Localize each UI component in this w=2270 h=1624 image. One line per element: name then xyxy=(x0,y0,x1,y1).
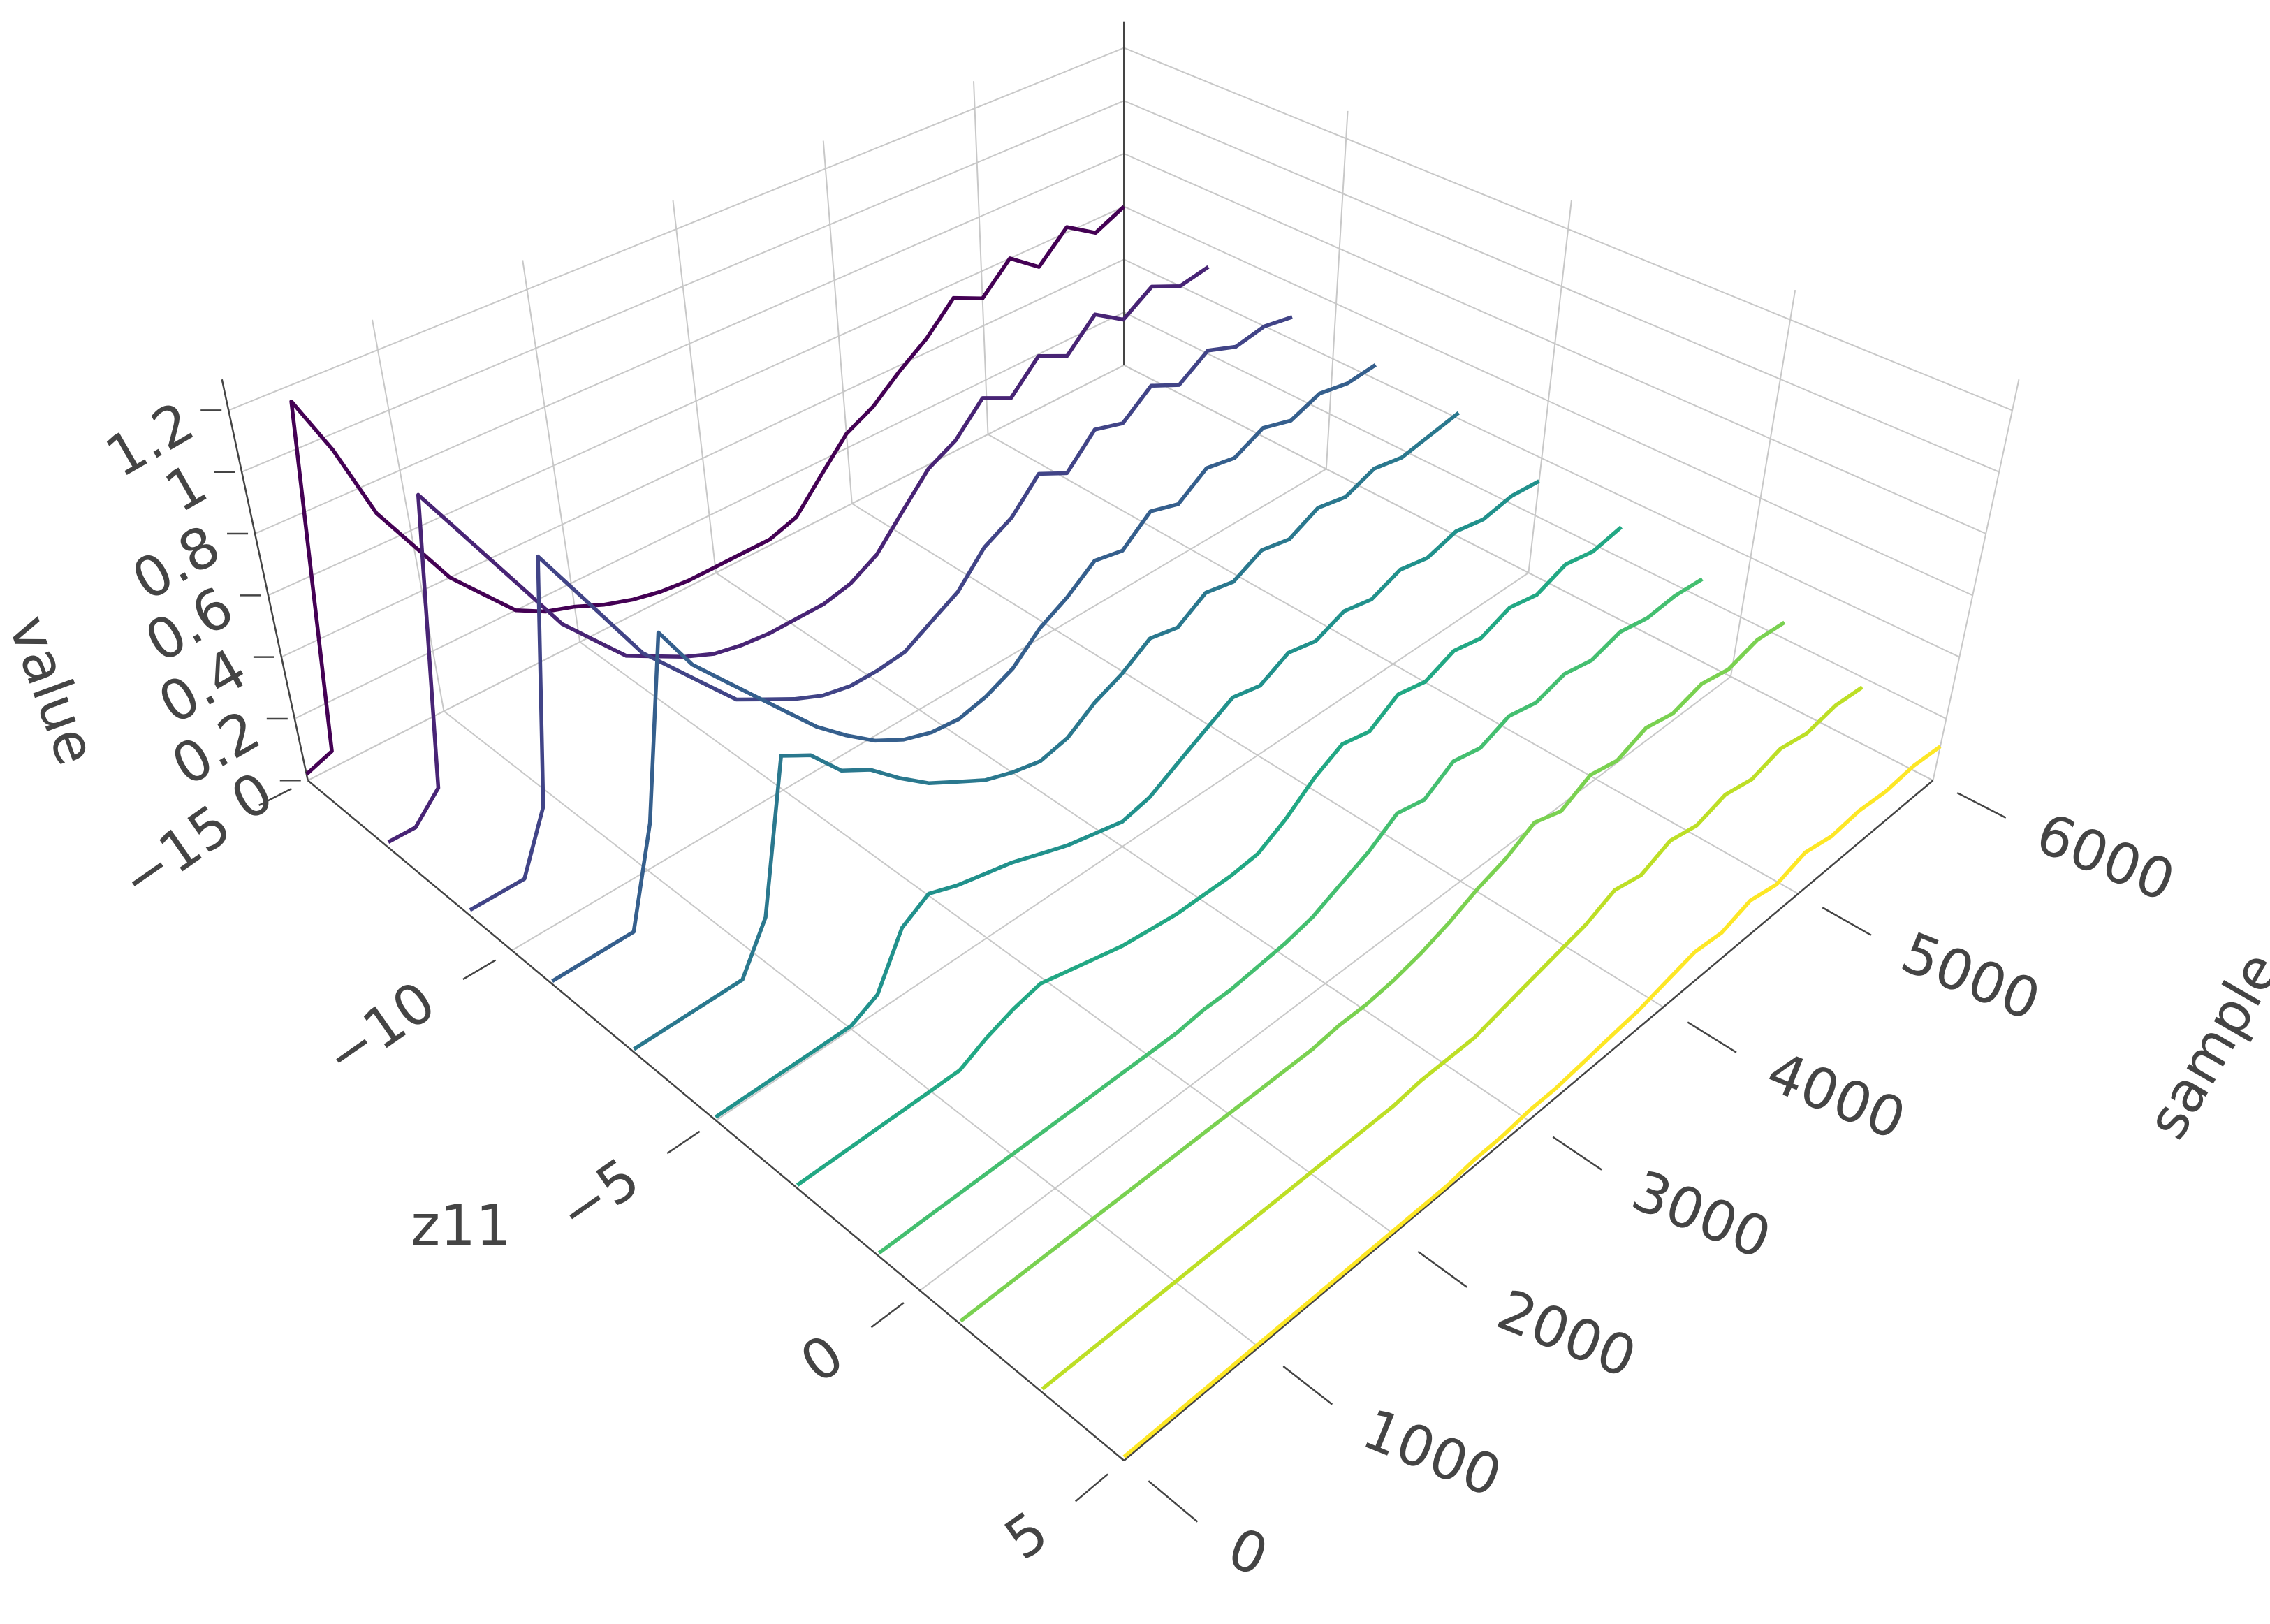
plot-area xyxy=(289,205,1942,1458)
series-line xyxy=(714,479,1540,1119)
grid-line xyxy=(672,200,717,573)
grid-line xyxy=(241,100,1125,473)
axis-line xyxy=(1123,780,1934,1461)
tick-mark xyxy=(1417,1250,1467,1288)
tick-mark xyxy=(1822,907,1872,936)
y-tick-label: −5 xyxy=(546,1146,651,1246)
grid-line xyxy=(268,205,1125,597)
x-tick-label: 5000 xyxy=(1893,920,2049,1033)
grid-line xyxy=(1123,258,1960,658)
grid-line xyxy=(1325,110,1349,469)
series-line xyxy=(877,577,1704,1255)
grid-line xyxy=(1123,153,1986,534)
axis-line xyxy=(221,379,309,781)
tick-mark xyxy=(666,1130,701,1155)
grid-line xyxy=(511,468,1327,951)
grid-line xyxy=(1123,100,2000,473)
axis-line xyxy=(307,780,1125,1461)
series-line xyxy=(959,620,1786,1323)
grid xyxy=(221,21,2020,1461)
y-tick-label: 0 xyxy=(789,1322,855,1396)
z-axis-title: value xyxy=(0,608,109,773)
tick-mark xyxy=(1552,1136,1602,1171)
axis-labels: 0100020003000400050006000−15−10−50500.20… xyxy=(0,389,2270,1588)
grid-line xyxy=(1528,200,1572,573)
grid-line xyxy=(372,319,445,712)
series-line xyxy=(796,525,1623,1187)
grid-line xyxy=(281,258,1125,658)
grid-line xyxy=(1123,205,1973,597)
y-tick-label: −15 xyxy=(109,792,243,913)
grid-line xyxy=(1123,47,2013,411)
grid-line xyxy=(307,364,1125,782)
series-line xyxy=(633,411,1460,1051)
x-tick-label: 1000 xyxy=(1354,1396,1511,1509)
tick-mark xyxy=(1687,1021,1737,1053)
grid-line xyxy=(522,260,581,643)
grid-line xyxy=(973,81,989,434)
grid-line xyxy=(1123,364,1933,782)
y-axis-title: z11 xyxy=(411,1193,511,1258)
grid-line xyxy=(715,572,1529,1121)
x-tick-label: 0 xyxy=(1220,1515,1277,1588)
x-tick-label: 3000 xyxy=(1623,1158,1780,1271)
tick-mark xyxy=(1956,791,2007,819)
y-tick-label: 5 xyxy=(993,1499,1060,1572)
tick-mark xyxy=(462,959,497,981)
grid-line xyxy=(919,675,1731,1292)
grid-line xyxy=(228,47,1125,411)
tick-mark xyxy=(258,788,292,807)
tick-mark xyxy=(1282,1366,1333,1405)
tick-mark xyxy=(870,1302,905,1329)
tick-mark xyxy=(1148,1480,1199,1523)
grid-line xyxy=(254,153,1125,534)
grid-line xyxy=(1729,289,1796,677)
series-line xyxy=(1041,685,1863,1391)
series-line xyxy=(551,363,1377,983)
grid-line xyxy=(294,312,1125,719)
x-tick-label: 4000 xyxy=(1758,1039,1914,1152)
grid-line xyxy=(822,140,853,504)
x-tick-label: 6000 xyxy=(2028,800,2184,914)
x-tick-label: 2000 xyxy=(1488,1277,1645,1390)
series-line xyxy=(1122,745,1942,1458)
x-axis-title: sample xyxy=(2134,941,2270,1149)
y-tick-label: −10 xyxy=(313,969,447,1090)
series-line xyxy=(387,265,1210,844)
series-line xyxy=(289,205,1126,776)
series-line xyxy=(469,315,1293,912)
grid-line xyxy=(1123,312,1947,719)
tick-mark xyxy=(1074,1473,1108,1502)
grid-line xyxy=(1932,379,2020,781)
